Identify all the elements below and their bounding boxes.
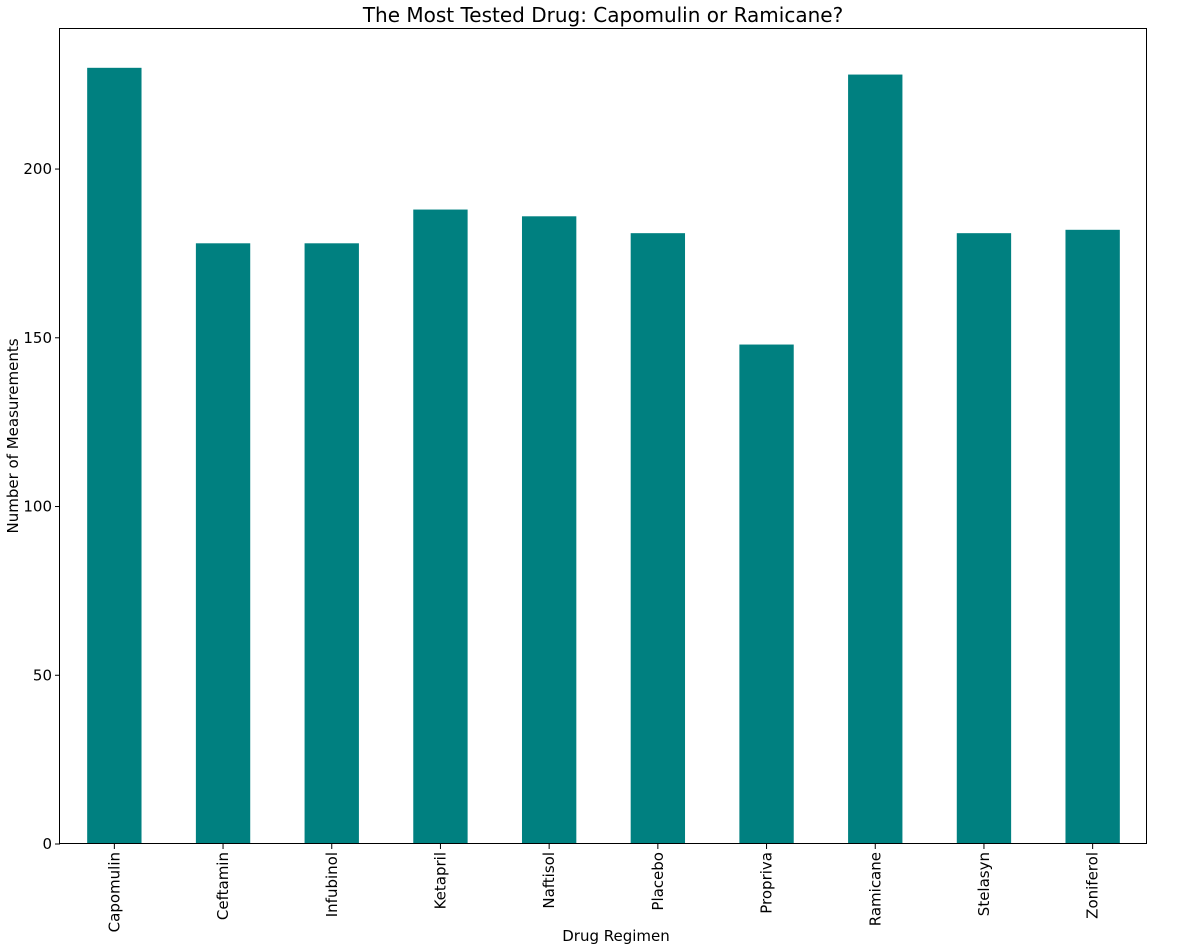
y-tick-label: 50 — [33, 666, 52, 684]
x-axis: Capomulin Ceftamin Infubinol Ketapril Naftis… — [105, 844, 1102, 932]
chart-title: The Most Tested Drug: Capomulin or Ramic… — [362, 3, 843, 27]
y-axis-label: Number of Measurements — [4, 338, 22, 533]
y-tick-label: 150 — [23, 329, 52, 347]
x-tick-label: Ceftamin — [214, 852, 232, 920]
x-tick-label: Naftisol — [540, 852, 558, 909]
y-tick-label: 0 — [42, 835, 52, 853]
bar-ketapril — [413, 209, 468, 845]
bar-propriva — [739, 344, 794, 844]
x-tick-label: Propriva — [758, 852, 776, 914]
x-tick-label: Zoniferol — [1084, 852, 1102, 919]
plot-frame — [59, 28, 1147, 844]
bars-group — [87, 67, 1120, 845]
x-tick-label: Placebo — [649, 852, 667, 911]
bar-ceftamin — [195, 243, 251, 845]
bar-naftisol — [521, 216, 577, 845]
x-tick-label: Infubinol — [323, 852, 341, 917]
x-tick-label: Ketapril — [431, 852, 449, 909]
bar-placebo — [630, 233, 686, 845]
bar-zoniferol — [1065, 229, 1120, 845]
x-axis-label: Drug Regimen — [562, 927, 670, 945]
bar-ramicane — [848, 74, 903, 844]
y-tick-label: 200 — [23, 160, 52, 178]
y-axis: 0 50 100 150 200 — [23, 160, 60, 853]
y-tick-label: 100 — [23, 498, 52, 516]
x-tick-label: Capomulin — [105, 852, 123, 932]
bar-stelasyn — [956, 233, 1012, 845]
x-tick-label: Stelasyn — [975, 852, 993, 916]
bar-infubinol — [304, 243, 359, 845]
bar-capomulin — [87, 67, 142, 844]
x-tick-label: Ramicane — [866, 852, 884, 926]
